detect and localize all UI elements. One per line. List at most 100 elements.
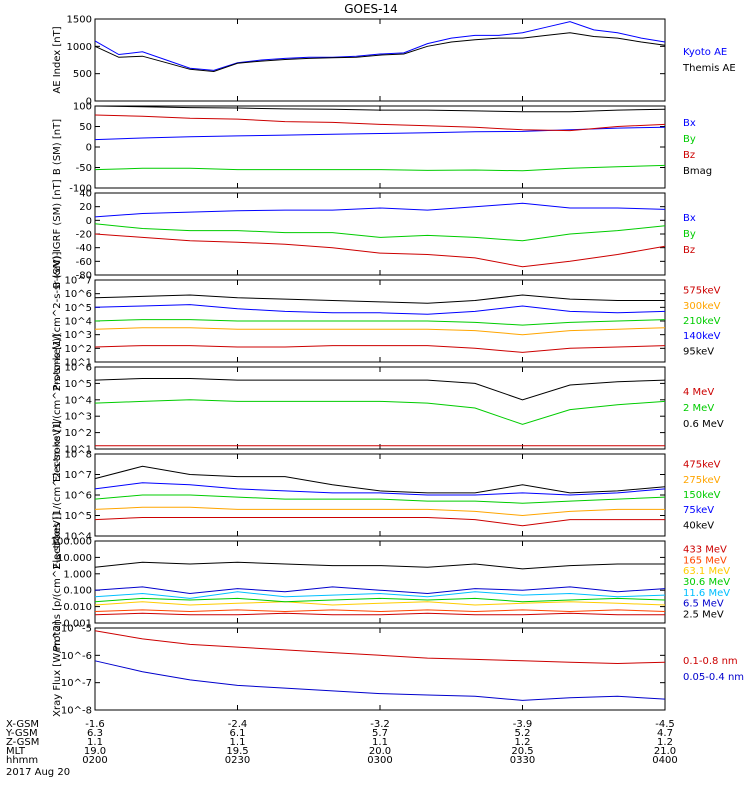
ephemeris-value: 19.0 — [84, 746, 106, 757]
panel-2: -100 -50 0 50 100 B (SM) [nT] Bx By Bz Bmag — [52, 102, 712, 195]
y-tick-label: 100 — [73, 102, 92, 113]
legend-entry: 275keV — [683, 475, 721, 486]
y-tick-label: 10^-6 — [61, 651, 92, 662]
legend-entry: 475keV — [683, 460, 721, 471]
y-tick-label: 50 — [79, 122, 92, 133]
y-tick-label: 10^5 — [65, 511, 92, 522]
ephemeris-value: 0330 — [510, 755, 535, 766]
series-line-0-6-mev — [94, 378, 666, 401]
legend-entry: 75keV — [683, 505, 714, 516]
legend-entry: Bx — [683, 118, 696, 129]
legend-entry: 210keV — [683, 316, 721, 327]
legend-entry: 165 MeV — [683, 555, 727, 566]
legend-entry: 2 MeV — [683, 403, 714, 414]
y-tick-label: 1000 — [67, 42, 92, 53]
y-tick-label: 0.100 — [63, 586, 92, 597]
y-tick-label: 10^2 — [65, 344, 92, 355]
series-line-bz — [94, 233, 666, 268]
ephemeris-value: 20.5 — [511, 746, 533, 757]
legend-entry: 6.5 MeV — [683, 599, 724, 610]
legend-entry: 30.6 MeV — [683, 577, 730, 588]
ephemeris-value: 21.0 — [654, 746, 676, 757]
y-axis-label: Protons [1/(cm^2-s-sr-keV)] — [52, 251, 63, 390]
y-axis-label: Xray Flux [W/m^2] — [52, 621, 63, 717]
legend-entry: 4 MeV — [683, 387, 714, 398]
y-tick-label: 10^-5 — [61, 624, 92, 635]
y-tick-label: 10^1 — [65, 445, 92, 456]
ephemeris-value: 1.2 — [515, 737, 531, 748]
series-line-40kev — [94, 465, 666, 494]
y-tick-label: 10^-7 — [61, 678, 92, 689]
series-line-by — [94, 223, 666, 242]
ephemeris-value: 4.7 — [657, 728, 673, 739]
ephemeris-value: -4.5 — [655, 719, 675, 730]
y-tick-label: 10^-8 — [61, 706, 92, 717]
ephemeris-value: 0300 — [367, 755, 392, 766]
y-axis-label: Electrons [1/(cm^2-s-sr-keV)] — [52, 421, 63, 569]
ephemeris-value: 20.0 — [369, 746, 391, 757]
y-tick-label: 1500 — [67, 15, 92, 26]
legend-entry: Bmag — [683, 166, 712, 177]
series-line-300kev — [94, 327, 666, 336]
series-line-11-6-mev — [94, 591, 666, 599]
series-line-kyoto-ae — [94, 21, 666, 71]
series-line-bz — [94, 114, 666, 132]
y-tick-label: 20 — [79, 202, 92, 213]
ephemeris-value: 5.2 — [515, 728, 531, 739]
legend-entry: 140keV — [683, 331, 721, 342]
y-tick-label: 10^4 — [65, 532, 92, 543]
ephemeris-value: 1.1 — [372, 737, 388, 748]
series-line-0-05-0-4-nm — [94, 660, 666, 701]
legend-entry: 2.5 MeV — [683, 610, 724, 621]
legend-entry: 63.1 MeV — [683, 566, 730, 577]
figure-title: GOES-14 — [344, 2, 398, 16]
y-tick-label: 10^4 — [65, 317, 92, 328]
y-tick-label: 10^4 — [65, 395, 92, 406]
series-line-475kev — [94, 517, 665, 527]
series-line-210kev — [94, 319, 666, 326]
series-line-bx — [94, 202, 666, 218]
series-line-165-mev — [94, 609, 666, 613]
ephemeris-row-label: hhmm — [6, 755, 38, 766]
panel-1: 0 500 1000 1500 AE Index [nT] Kyoto AE Themis … — [52, 15, 736, 108]
legend-entry: 575keV — [683, 286, 721, 297]
legend-entry: 95keV — [683, 346, 714, 357]
y-tick-label: 0 — [86, 143, 92, 154]
ephemeris-value: 1.2 — [657, 737, 673, 748]
series-line-bmag — [94, 105, 666, 113]
y-tick-label: 10^3 — [65, 412, 92, 423]
series-line-30-6-mev — [94, 597, 666, 603]
ephemeris-value: 6.1 — [230, 728, 246, 739]
series-line-150kev — [94, 494, 666, 504]
y-tick-label: 10^7 — [65, 276, 92, 287]
ephemeris-value: 5.7 — [372, 728, 388, 739]
legend-entry: 300keV — [683, 301, 721, 312]
series-line-63-1-mev — [94, 601, 666, 606]
ephemeris-value: -2.4 — [228, 719, 248, 730]
ephemeris-value: 1.1 — [87, 737, 103, 748]
ephemeris-value: 19.5 — [226, 746, 248, 757]
y-tick-label: 0.010 — [63, 602, 92, 613]
y-tick-label: -100 — [69, 184, 92, 195]
y-axis-label: B (SM)-IGRF (SM) [nT] — [52, 179, 63, 288]
legend-entry: Bz — [683, 245, 695, 256]
y-tick-label: 1.000 — [63, 569, 92, 580]
legend-entry: 0.1-0.8 nm — [683, 656, 738, 667]
series-line-0-1-0-8-nm — [94, 630, 666, 665]
ephemeris-value: 0200 — [82, 755, 107, 766]
legend-entry: 150keV — [683, 490, 721, 501]
y-axis-label: Electrons [1/(cm^2-s-sr-keV)] — [52, 334, 63, 482]
legend-entry: Kyoto AE — [683, 47, 727, 58]
series-line-275kev — [94, 506, 665, 517]
series-line-575kev — [94, 345, 666, 353]
y-tick-label: 0 — [86, 97, 92, 108]
ephemeris-row-label: X-GSM — [6, 719, 39, 730]
panel-frame — [94, 192, 666, 276]
date-label: 2017 Aug 20 — [6, 767, 70, 778]
series-line-95kev — [94, 294, 665, 304]
ephemeris-value: -1.6 — [85, 719, 105, 730]
